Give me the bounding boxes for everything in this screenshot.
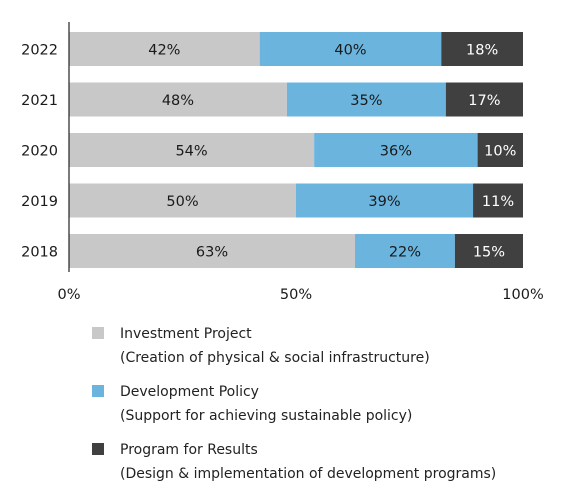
bar-segment: [296, 183, 474, 218]
data-label: 10%: [484, 144, 516, 160]
legend-swatch-investment-project: [92, 327, 104, 339]
x-tick-label: 50%: [280, 287, 312, 300]
legend-title: Investment Project: [120, 326, 252, 342]
bar-segment: [69, 183, 296, 218]
x-tick-label: 0%: [57, 287, 80, 300]
data-label: 36%: [380, 144, 412, 160]
category-label: 2020: [21, 144, 58, 160]
legend-swatch-development-policy: [92, 385, 104, 397]
bar-segment: [314, 133, 478, 167]
legend-item-development-policy: Development Policy (Support for achievin…: [92, 380, 572, 438]
legend-swatch-program-for-results: [92, 443, 104, 455]
legend-subtitle: (Creation of physical & social infrastru…: [120, 350, 430, 366]
bar-segment: [259, 32, 442, 66]
legend-subtitle: (Design & implementation of development …: [120, 466, 497, 482]
bar-segment: [355, 234, 455, 268]
data-label: 50%: [166, 194, 198, 210]
legend-title: Development Policy: [120, 384, 259, 400]
data-label: 39%: [368, 194, 400, 210]
category-label: 2018: [21, 245, 58, 261]
bar-segment: [69, 32, 260, 66]
data-label: 42%: [148, 43, 180, 59]
legend-item-investment-project: Investment Project (Creation of physical…: [92, 322, 572, 380]
bar-segment: [69, 133, 315, 167]
bar-segment: [454, 234, 523, 268]
data-label: 63%: [196, 245, 228, 261]
data-label: 40%: [334, 43, 366, 59]
stacked-bar-chart: 42% 40% 18% 2022 48% 35% 17% 2021 54% 36% 10% 2020 5…: [21, 22, 544, 300]
bar-segment: [69, 234, 356, 268]
x-tick-label: 100%: [502, 287, 543, 300]
data-label: 48%: [162, 93, 194, 109]
legend-title: Program for Results: [120, 442, 258, 458]
data-label: 17%: [468, 93, 500, 109]
data-label: 35%: [350, 93, 382, 109]
data-label: 54%: [175, 144, 207, 160]
bar-segment: [445, 82, 523, 117]
bar-segment: [286, 82, 446, 117]
legend-subtitle: (Support for achieving sustainable polic…: [120, 408, 413, 424]
bar-segment: [473, 183, 523, 218]
bar-segment: [441, 32, 523, 66]
data-label: 22%: [389, 245, 421, 261]
legend-item-program-for-results: Program for Results (Design & implementa…: [92, 438, 572, 496]
category-label: 2022: [21, 43, 58, 59]
data-label: 15%: [473, 245, 505, 261]
category-label: 2021: [21, 93, 58, 109]
data-label: 11%: [482, 194, 514, 210]
category-label: 2019: [21, 194, 58, 210]
data-label: 18%: [466, 43, 498, 59]
legend: Investment Project (Creation of physical…: [92, 322, 572, 496]
bar-segment: [477, 133, 523, 167]
bar-segment: [69, 82, 287, 117]
